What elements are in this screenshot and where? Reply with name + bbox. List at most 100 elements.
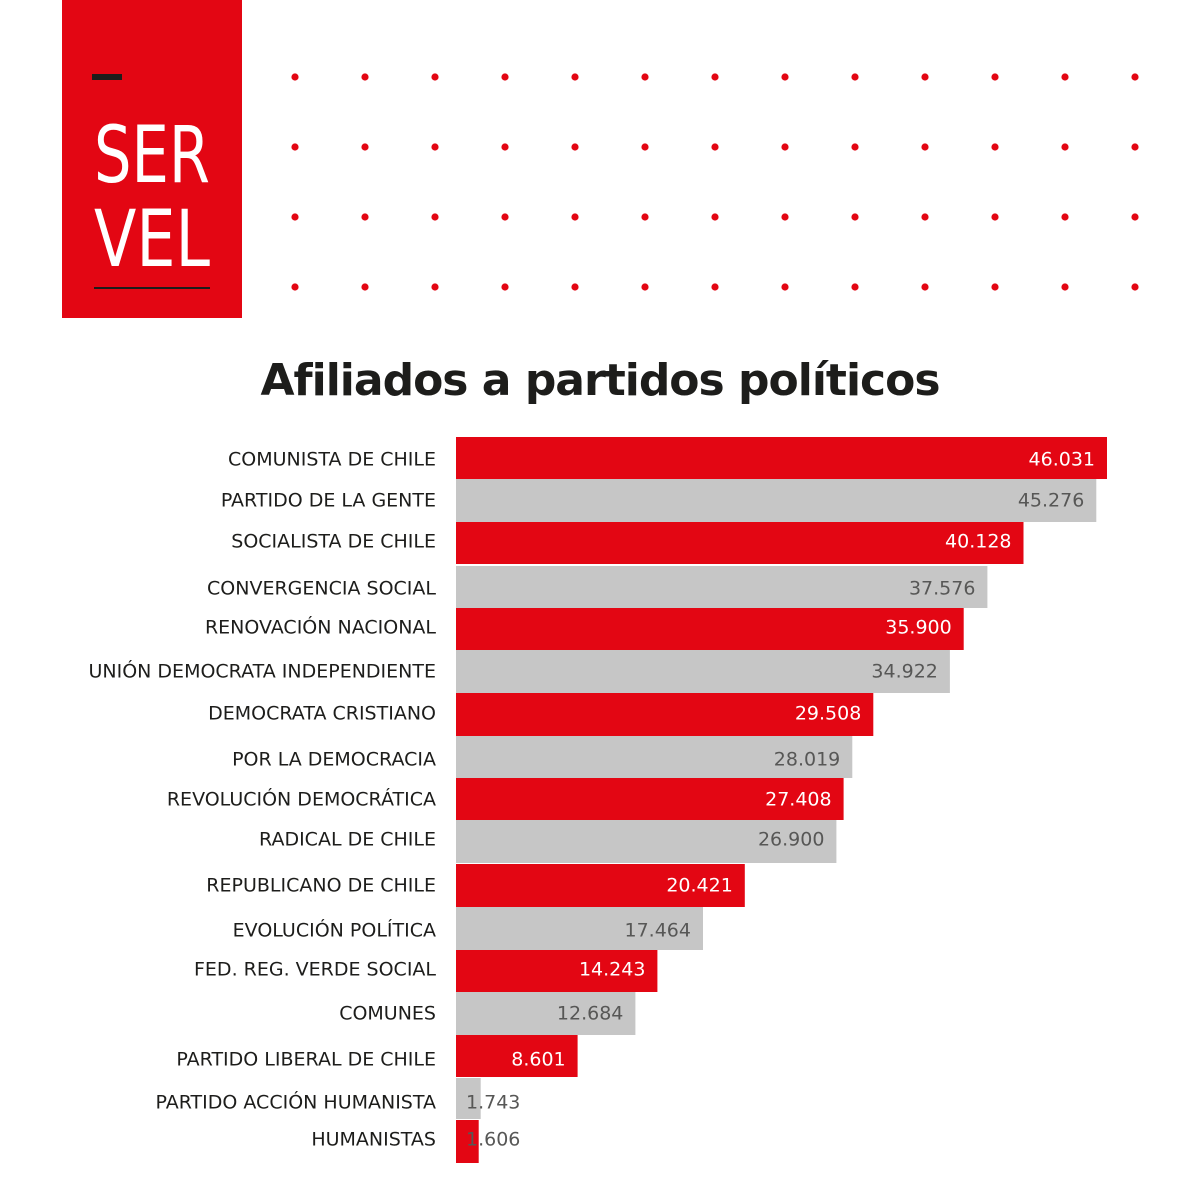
bar — [456, 864, 745, 907]
decorative-dot — [641, 73, 649, 81]
servel-logo: SER VEL — [62, 0, 242, 318]
category-label: POR LA DEMOCRACIA — [232, 749, 436, 771]
category-label: REPUBLICANO DE CHILE — [206, 875, 436, 897]
category-label: COMUNES — [339, 1003, 436, 1025]
decorative-dot — [1131, 283, 1139, 291]
value-label: 46.031 — [1029, 449, 1095, 471]
bar — [456, 820, 837, 863]
category-label: UNIÓN DEMOCRATA INDEPENDIENTE — [89, 659, 437, 683]
decorative-dot — [571, 143, 579, 151]
decorative-dot — [431, 143, 439, 151]
decorative-dot — [1061, 143, 1069, 151]
decorative-dot — [1061, 213, 1069, 221]
decorative-dot — [851, 213, 859, 221]
category-label: PARTIDO LIBERAL DE CHILE — [176, 1049, 436, 1071]
decorative-dot — [781, 213, 789, 221]
bar — [456, 992, 636, 1035]
decorative-dot — [921, 283, 929, 291]
decorative-dot — [501, 73, 509, 81]
bar — [456, 522, 1024, 564]
decorative-dot — [291, 73, 299, 81]
decorative-dot — [431, 213, 439, 221]
value-label: 27.408 — [765, 789, 831, 811]
decorative-dot — [361, 213, 369, 221]
decorative-dot — [711, 73, 719, 81]
decorative-dot — [851, 143, 859, 151]
decorative-dot — [711, 283, 719, 291]
value-label: 29.508 — [795, 703, 861, 725]
decorative-dot — [781, 143, 789, 151]
decorative-dot — [1131, 143, 1139, 151]
category-label: PARTIDO ACCIÓN HUMANISTA — [156, 1090, 437, 1114]
value-label: 8.601 — [511, 1049, 565, 1071]
bar — [456, 608, 964, 650]
decorative-dot — [1131, 73, 1139, 81]
bar — [456, 1120, 479, 1163]
decorative-dot — [781, 73, 789, 81]
decorative-dot — [851, 73, 859, 81]
bar — [456, 778, 844, 820]
decorative-dot — [921, 73, 929, 81]
decorative-dot — [921, 213, 929, 221]
decorative-dot — [991, 143, 999, 151]
logo-accent-bar — [92, 74, 122, 80]
decorative-dot — [431, 283, 439, 291]
decorative-dot — [501, 283, 509, 291]
value-label: 14.243 — [579, 959, 645, 981]
category-label: SOCIALISTA DE CHILE — [231, 531, 436, 553]
value-label: 20.421 — [666, 875, 732, 897]
bar — [456, 437, 1107, 479]
decorative-dot — [571, 283, 579, 291]
decorative-dot — [641, 213, 649, 221]
bar — [456, 693, 874, 736]
decorative-dot — [291, 283, 299, 291]
value-label: 1.743 — [466, 1092, 520, 1114]
decorative-dot — [501, 213, 509, 221]
category-label: PARTIDO DE LA GENTE — [221, 490, 436, 512]
category-label: RADICAL DE CHILE — [259, 829, 436, 851]
decorative-dot — [361, 283, 369, 291]
logo-line-2: VEL — [94, 195, 210, 285]
decorative-dot — [991, 73, 999, 81]
decorative-dot — [641, 283, 649, 291]
decorative-dot — [571, 213, 579, 221]
decorative-dot — [291, 143, 299, 151]
decorative-dot — [781, 283, 789, 291]
decorative-dot — [991, 283, 999, 291]
value-label: 28.019 — [774, 749, 840, 771]
value-label: 26.900 — [758, 829, 824, 851]
bar — [456, 907, 703, 950]
bar — [456, 566, 988, 608]
decorative-dot — [991, 213, 999, 221]
decorative-dot — [1061, 73, 1069, 81]
chart-title: Afiliados a partidos políticos — [260, 355, 940, 406]
bar — [456, 1078, 481, 1119]
decorative-dot — [361, 143, 369, 151]
value-label: 37.576 — [909, 578, 975, 600]
decorative-dot — [291, 213, 299, 221]
decorative-dot — [921, 143, 929, 151]
bar — [456, 479, 1097, 522]
decorative-dot — [361, 73, 369, 81]
decorative-dot — [711, 213, 719, 221]
value-label: 34.922 — [871, 661, 937, 683]
category-label: HUMANISTAS — [311, 1129, 436, 1151]
decorative-dot — [711, 143, 719, 151]
decorative-dot — [571, 73, 579, 81]
logo-underline — [94, 287, 210, 289]
category-label: FED. REG. VERDE SOCIAL — [194, 959, 436, 981]
value-label: 17.464 — [625, 920, 691, 942]
value-label: 12.684 — [557, 1003, 623, 1025]
category-label: REVOLUCIÓN DEMOCRÁTICA — [167, 787, 436, 811]
category-label: EVOLUCIÓN POLÍTICA — [233, 918, 436, 942]
value-label: 40.128 — [945, 531, 1011, 553]
category-label: COMUNISTA DE CHILE — [228, 449, 436, 471]
value-label: 1.606 — [466, 1129, 520, 1151]
category-label: DEMOCRATA CRISTIANO — [208, 703, 436, 725]
bar — [456, 1035, 578, 1077]
value-label: 35.900 — [885, 617, 951, 639]
category-label: RENOVACIÓN NACIONAL — [205, 615, 436, 639]
decorative-dot — [501, 143, 509, 151]
decorative-dot — [431, 73, 439, 81]
